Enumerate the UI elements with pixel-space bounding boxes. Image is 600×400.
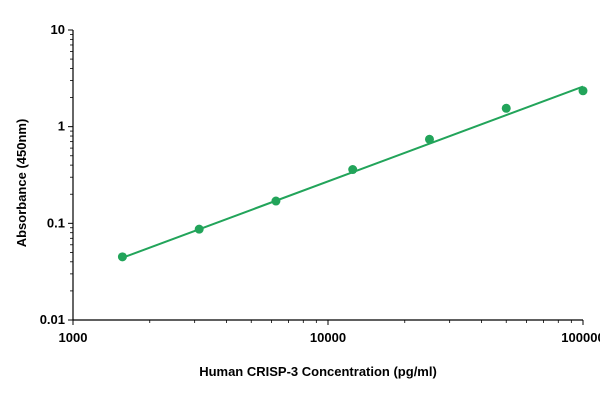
x-axis-title: Human CRISP-3 Concentration (pg/ml) [199,364,437,379]
data-point [348,165,358,175]
y-tick-label: 10 [51,22,65,37]
data-point [117,252,127,262]
data-point [194,224,204,234]
data-point [501,103,511,113]
x-tick-label: 1000 [59,330,88,345]
y-tick-label: 0.1 [47,215,65,230]
y-axis-title: Absorbance (450nm) [14,119,29,248]
x-tick-label: 100000 [561,330,600,345]
data-point [578,86,588,96]
data-point [424,134,434,144]
data-point [271,196,281,206]
y-tick-label: 1 [58,119,65,134]
x-tick-label: 10000 [310,330,346,345]
y-tick-label: 0.01 [40,312,65,327]
